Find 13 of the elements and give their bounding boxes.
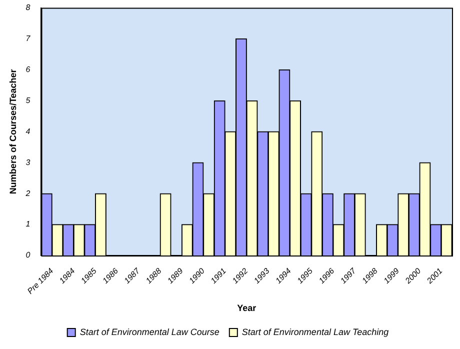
y-tick-label: 5 — [26, 96, 31, 105]
legend-label: Start of Environmental Law Course — [80, 327, 220, 337]
y-tick-label: 0 — [26, 250, 31, 260]
y-tick-label: 3 — [26, 158, 31, 167]
y-tick-label: 2 — [24, 188, 31, 198]
y-tick-label: 7 — [26, 34, 31, 43]
y-axis-title: Numbers of Courses/Teacher — [8, 68, 18, 194]
y-tick-label: 1 — [26, 220, 30, 229]
x-axis-title: Year — [237, 303, 257, 314]
legend-label: Start of Environmental Law Teaching — [242, 327, 389, 337]
y-tick-label: 6 — [26, 64, 31, 74]
y-tick-label: 4 — [26, 126, 31, 136]
y-tick-label: 8 — [26, 3, 31, 12]
